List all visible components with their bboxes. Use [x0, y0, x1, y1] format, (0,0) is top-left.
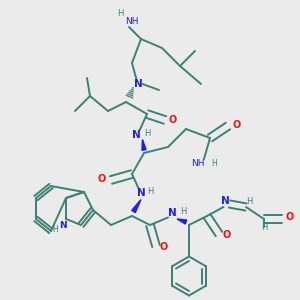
Text: H: H — [147, 188, 153, 196]
Text: N: N — [168, 208, 177, 218]
Text: O: O — [98, 173, 106, 184]
Polygon shape — [142, 140, 146, 150]
Text: O: O — [168, 115, 177, 125]
Text: NH: NH — [191, 159, 205, 168]
Text: O: O — [222, 230, 231, 241]
Text: N: N — [134, 79, 142, 89]
Text: H: H — [180, 207, 186, 216]
Text: N: N — [59, 220, 67, 230]
Text: H: H — [246, 196, 252, 206]
Text: H: H — [52, 225, 59, 234]
Text: H: H — [212, 159, 218, 168]
Text: O: O — [233, 119, 241, 130]
Polygon shape — [177, 219, 187, 224]
Text: NH: NH — [125, 16, 139, 26]
Text: O: O — [159, 242, 168, 253]
Text: H: H — [117, 9, 123, 18]
Text: N: N — [136, 188, 146, 199]
Text: H: H — [261, 224, 267, 232]
Polygon shape — [132, 200, 141, 213]
Text: N: N — [132, 130, 141, 140]
Text: N: N — [220, 196, 230, 206]
Text: O: O — [285, 212, 294, 223]
Text: H: H — [144, 129, 150, 138]
